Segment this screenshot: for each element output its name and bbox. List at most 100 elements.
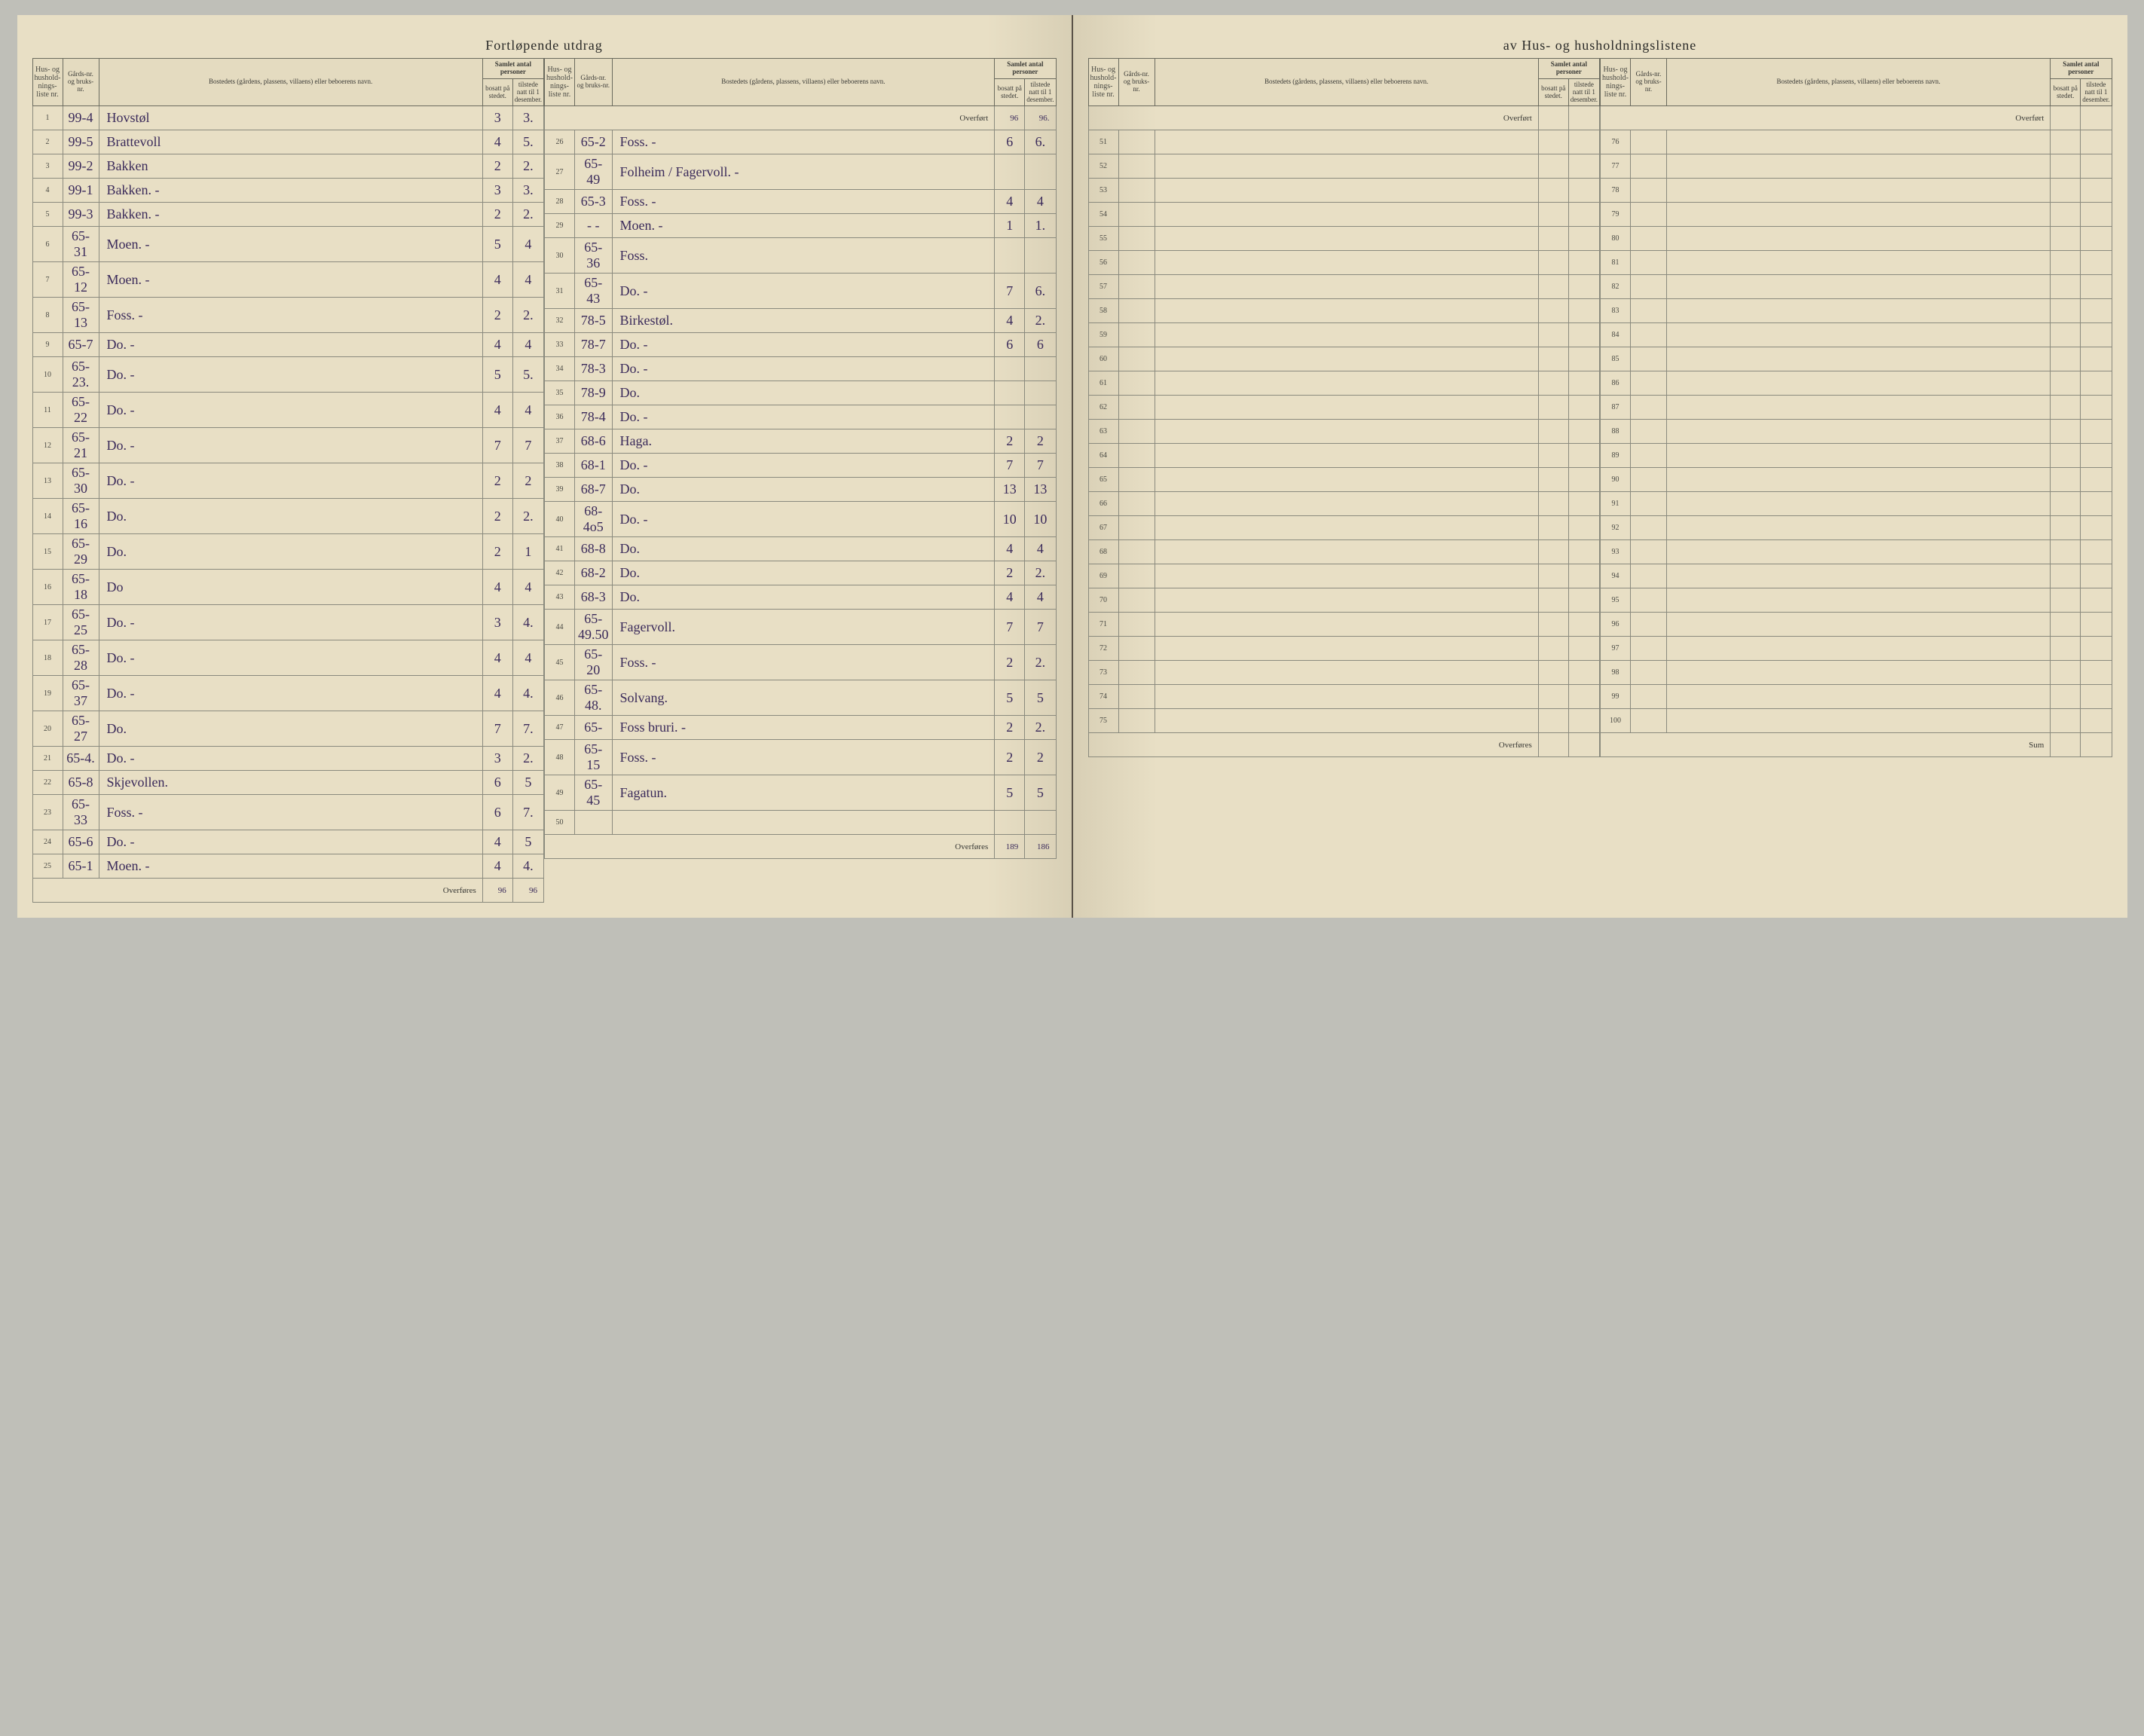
overfort-label: Overført — [1601, 106, 2051, 130]
tilstede-count — [2081, 637, 2112, 661]
bosatt-count: 7 — [482, 428, 512, 463]
overfort-tilstede: 96. — [1025, 106, 1056, 130]
table-row: 299-5Brattevoll45. — [32, 130, 544, 154]
tilstede-count — [2081, 468, 2112, 492]
bosatt-count — [1538, 564, 1568, 588]
bosatt-count: 13 — [995, 478, 1025, 502]
bosted-name — [1155, 444, 1538, 468]
table-row: 91 — [1601, 492, 2112, 516]
row-number: 40 — [545, 502, 575, 537]
gard-nr: - - — [575, 214, 613, 238]
table-row: 1265-21Do. -77 — [32, 428, 544, 463]
row-number: 7 — [32, 262, 63, 298]
tilstede-count: 2. — [512, 747, 543, 771]
gard-nr — [1631, 420, 1667, 444]
bosatt-count — [2051, 251, 2081, 275]
tilstede-count: 13 — [1025, 478, 1056, 502]
row-number: 34 — [545, 357, 575, 381]
row-number: 52 — [1088, 154, 1118, 179]
bosted-name — [1155, 516, 1538, 540]
tilstede-count: 7 — [1025, 454, 1056, 478]
gard-nr — [1631, 251, 1667, 275]
table-row: 3678-4Do. - — [545, 405, 1057, 429]
gard-nr — [1631, 637, 1667, 661]
bosatt-count — [1538, 130, 1568, 154]
row-number: 73 — [1088, 661, 1118, 685]
tilstede-count — [2081, 516, 2112, 540]
gard-nr — [1118, 564, 1155, 588]
row-number: 59 — [1088, 323, 1118, 347]
table-row: 3165-43Do. -76. — [545, 274, 1057, 309]
bosted-name — [1155, 613, 1538, 637]
gard-nr: 68-8 — [575, 537, 613, 561]
bosatt-count — [1538, 396, 1568, 420]
tilstede-count: 5. — [512, 130, 543, 154]
bosted-name — [1155, 227, 1538, 251]
row-number: 63 — [1088, 420, 1118, 444]
row-number: 48 — [545, 740, 575, 775]
table-row: 56 — [1088, 251, 1600, 275]
gard-nr: 65-30 — [63, 463, 99, 499]
tilstede-count — [1568, 179, 1599, 203]
table-row: 3278-5Birkestøl.42. — [545, 309, 1057, 333]
bosted-name — [1155, 564, 1538, 588]
header-bosted: Bostedets (gårdens, plassens, villaens) … — [612, 59, 995, 106]
gard-nr — [1631, 371, 1667, 396]
header-tilstede: tilstede natt til 1 desember. — [512, 78, 543, 106]
tilstede-count — [1568, 323, 1599, 347]
tilstede-count: 6. — [1025, 130, 1056, 154]
bosted-name: Moen. - — [612, 214, 995, 238]
table-row: 399-2Bakken22. — [32, 154, 544, 179]
bosatt-count: 4 — [482, 570, 512, 605]
tilstede-count — [2081, 299, 2112, 323]
bosted-name: Do. - — [612, 274, 995, 309]
row-number: 2 — [32, 130, 63, 154]
header-hus: Hus- og hushold-nings-liste nr. — [1088, 59, 1118, 106]
header-samlet: Samlet antal personer — [482, 59, 543, 79]
tilstede-count: 5 — [1025, 680, 1056, 716]
bosatt-count — [2051, 154, 2081, 179]
bosted-name — [1667, 371, 2051, 396]
tilstede-count — [2081, 179, 2112, 203]
gard-nr: 65- — [575, 716, 613, 740]
row-number: 1 — [32, 106, 63, 130]
row-number: 19 — [32, 676, 63, 711]
bosatt-count — [2051, 637, 2081, 661]
table-row: 73 — [1088, 661, 1600, 685]
bosatt-count: 5 — [995, 775, 1025, 811]
tilstede-count: 1 — [512, 534, 543, 570]
table-body-2-rows: 2665-2Foss. -66.2765-49Folheim / Fagervo… — [545, 130, 1057, 835]
bosted-name — [1155, 709, 1538, 733]
row-number: 41 — [545, 537, 575, 561]
gard-nr: 99-4 — [63, 106, 99, 130]
gard-nr — [1118, 420, 1155, 444]
gard-nr — [1631, 203, 1667, 227]
gard-nr — [1118, 203, 1155, 227]
row-number: 49 — [545, 775, 575, 811]
row-number: 18 — [32, 640, 63, 676]
tilstede-count — [1568, 661, 1599, 685]
gard-nr — [1118, 685, 1155, 709]
overfort-row: Overført — [1601, 106, 2112, 130]
row-number: 4 — [32, 179, 63, 203]
gard-nr: 65-4. — [63, 747, 99, 771]
bosatt-count — [2051, 347, 2081, 371]
tilstede-count — [1568, 468, 1599, 492]
bosted-name — [1155, 347, 1538, 371]
gard-nr: 68-6 — [575, 429, 613, 454]
bosatt-count — [995, 154, 1025, 190]
bosatt-count: 4 — [482, 393, 512, 428]
bosted-name — [1667, 588, 2051, 613]
table-row: 77 — [1601, 154, 2112, 179]
row-number: 24 — [32, 830, 63, 854]
bosted-name — [1667, 444, 2051, 468]
bosted-name — [1667, 347, 2051, 371]
bosted-name: Foss. - — [612, 190, 995, 214]
row-number: 56 — [1088, 251, 1118, 275]
bosatt-count — [2051, 203, 2081, 227]
bosted-name — [1667, 468, 2051, 492]
gard-nr: 65-21 — [63, 428, 99, 463]
row-number: 42 — [545, 561, 575, 585]
row-number: 61 — [1088, 371, 1118, 396]
row-number: 47 — [545, 716, 575, 740]
